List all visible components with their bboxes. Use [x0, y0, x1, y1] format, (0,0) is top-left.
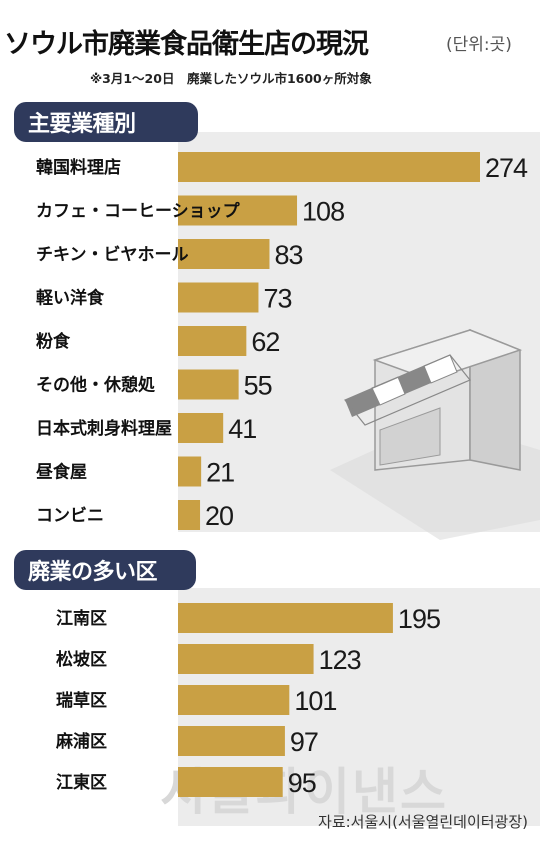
chart-subtitle: ※3月1～20日 廃業したソウル市1600ヶ所対象: [90, 71, 372, 86]
value-label: 101: [294, 686, 336, 716]
value-label: 41: [228, 414, 256, 444]
bar: [178, 195, 298, 226]
bar: [178, 239, 270, 269]
category-label: 松坡区: [56, 649, 107, 670]
bar: [178, 326, 247, 356]
bar: [178, 413, 224, 443]
store-icon: [330, 328, 540, 540]
bar: [178, 456, 202, 487]
value-label: 83: [274, 240, 302, 270]
bar: [178, 152, 480, 182]
bar: [178, 685, 290, 715]
category-label: 昼食屋: [36, 462, 87, 483]
value-label: 274: [485, 153, 528, 183]
bar: [178, 500, 201, 530]
category-label: 江東区: [56, 772, 107, 793]
category-label: 粉食: [36, 331, 71, 352]
bar: [178, 726, 285, 756]
bar: [178, 644, 314, 674]
category-label: コンビニ: [36, 506, 104, 526]
chart-title: ソウル市廃業食品衛生店の現況: [4, 29, 369, 60]
bar: [178, 603, 393, 633]
source-note: 자료:서울시(서울열린데이터광장): [318, 813, 528, 831]
value-label: 62: [251, 327, 279, 357]
category-label: チキン・ビヤホール: [36, 245, 189, 265]
value-label: 21: [206, 458, 234, 488]
unit-label: (단위:곳): [446, 35, 512, 55]
value-label: 195: [398, 604, 440, 634]
category-label: カフェ・コーヒーショップ: [36, 201, 241, 222]
value-label: 123: [319, 645, 361, 675]
value-label: 73: [263, 284, 291, 314]
bar: [178, 282, 259, 313]
category-label: 日本式刺身料理屋: [36, 418, 172, 439]
bar: [178, 369, 239, 400]
value-label: 95: [288, 768, 316, 798]
category-label: 江南区: [56, 608, 107, 629]
value-label: 20: [205, 501, 233, 531]
category-label: 軽い洋食: [36, 288, 105, 309]
value-label: 108: [302, 197, 344, 227]
category-label: その他・休憩処: [36, 375, 155, 396]
category-label: 韓国料理店: [36, 157, 121, 178]
section-header-district: 廃業の多い区: [14, 550, 196, 590]
category-label: 瑞草区: [56, 691, 107, 711]
bar: [178, 767, 283, 797]
section-header-industry: 主要業種別: [14, 102, 198, 142]
value-label: 97: [290, 727, 318, 757]
category-label: 麻浦区: [55, 731, 107, 752]
value-label: 55: [244, 371, 272, 401]
